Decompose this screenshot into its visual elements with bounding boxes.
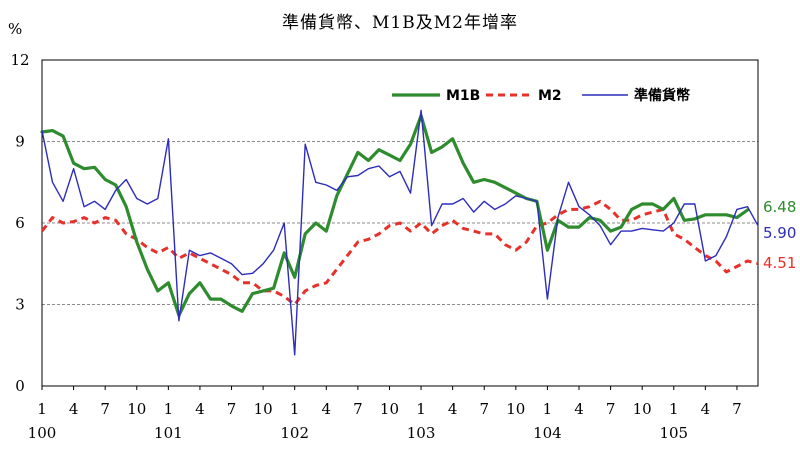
legend: M1B M2 準備貨幣	[392, 87, 690, 104]
x-tick-label: 4	[322, 400, 332, 418]
x-tick-label: 10	[633, 400, 652, 418]
x-year-label: 101	[154, 424, 183, 442]
end-value-label: 5.90	[763, 224, 796, 242]
plot-frame	[41, 59, 759, 387]
x-year-label: 104	[533, 424, 562, 442]
x-tick-label: 7	[353, 400, 363, 418]
y-axis-ticks: 0 3 6 9 12	[10, 51, 29, 395]
x-tick-label: 10	[127, 400, 146, 418]
x-year-label: 105	[659, 424, 688, 442]
series-line-reserve-money	[41, 109, 759, 356]
y-tick-label: 3	[15, 296, 25, 314]
x-tick-label: 7	[479, 400, 489, 418]
x-tick-label: 7	[606, 400, 616, 418]
end-value-label: 6.48	[763, 198, 796, 216]
legend-label: M2	[538, 88, 562, 104]
legend-label: 準備貨幣	[634, 87, 690, 104]
x-tick-label: 10	[380, 400, 399, 418]
chart-title: 準備貨幣、M1B及M2年增率	[282, 13, 518, 33]
end-value-label: 4.51	[763, 254, 796, 272]
x-tick-label: 1	[164, 400, 174, 418]
x-tick-label: 4	[69, 400, 79, 418]
x-tick-label: 7	[227, 400, 237, 418]
x-tick-label: 4	[195, 400, 205, 418]
x-tick-label: 4	[448, 400, 458, 418]
series-line-m2	[40, 199, 759, 306]
x-tick-label: 10	[254, 400, 273, 418]
x-tick-label: 7	[732, 400, 742, 418]
x-year-label: 100	[28, 424, 57, 442]
series-line-m1b	[40, 114, 750, 317]
x-year-label: 103	[407, 424, 436, 442]
y-axis-unit-label: %	[8, 20, 22, 38]
x-tick-label: 10	[506, 400, 525, 418]
y-tick-label: 12	[10, 51, 29, 69]
x-tick-label: 7	[100, 400, 110, 418]
series-lines	[40, 109, 759, 356]
x-tick-label: 1	[669, 400, 679, 418]
x-tick-label: 4	[701, 400, 711, 418]
x-tick-label: 1	[290, 400, 300, 418]
x-tick-label: 1	[416, 400, 426, 418]
x-tick-label: 1	[37, 400, 47, 418]
y-tick-label: 6	[15, 214, 25, 232]
x-year-label: 102	[280, 424, 309, 442]
x-tick-label: 4	[574, 400, 584, 418]
y-tick-label: 9	[15, 133, 25, 151]
legend-label: M1B	[446, 88, 480, 104]
x-tick-label: 1	[543, 400, 553, 418]
end-value-labels: 6.48 5.90 4.51	[763, 198, 796, 272]
y-tick-label: 0	[15, 377, 25, 395]
